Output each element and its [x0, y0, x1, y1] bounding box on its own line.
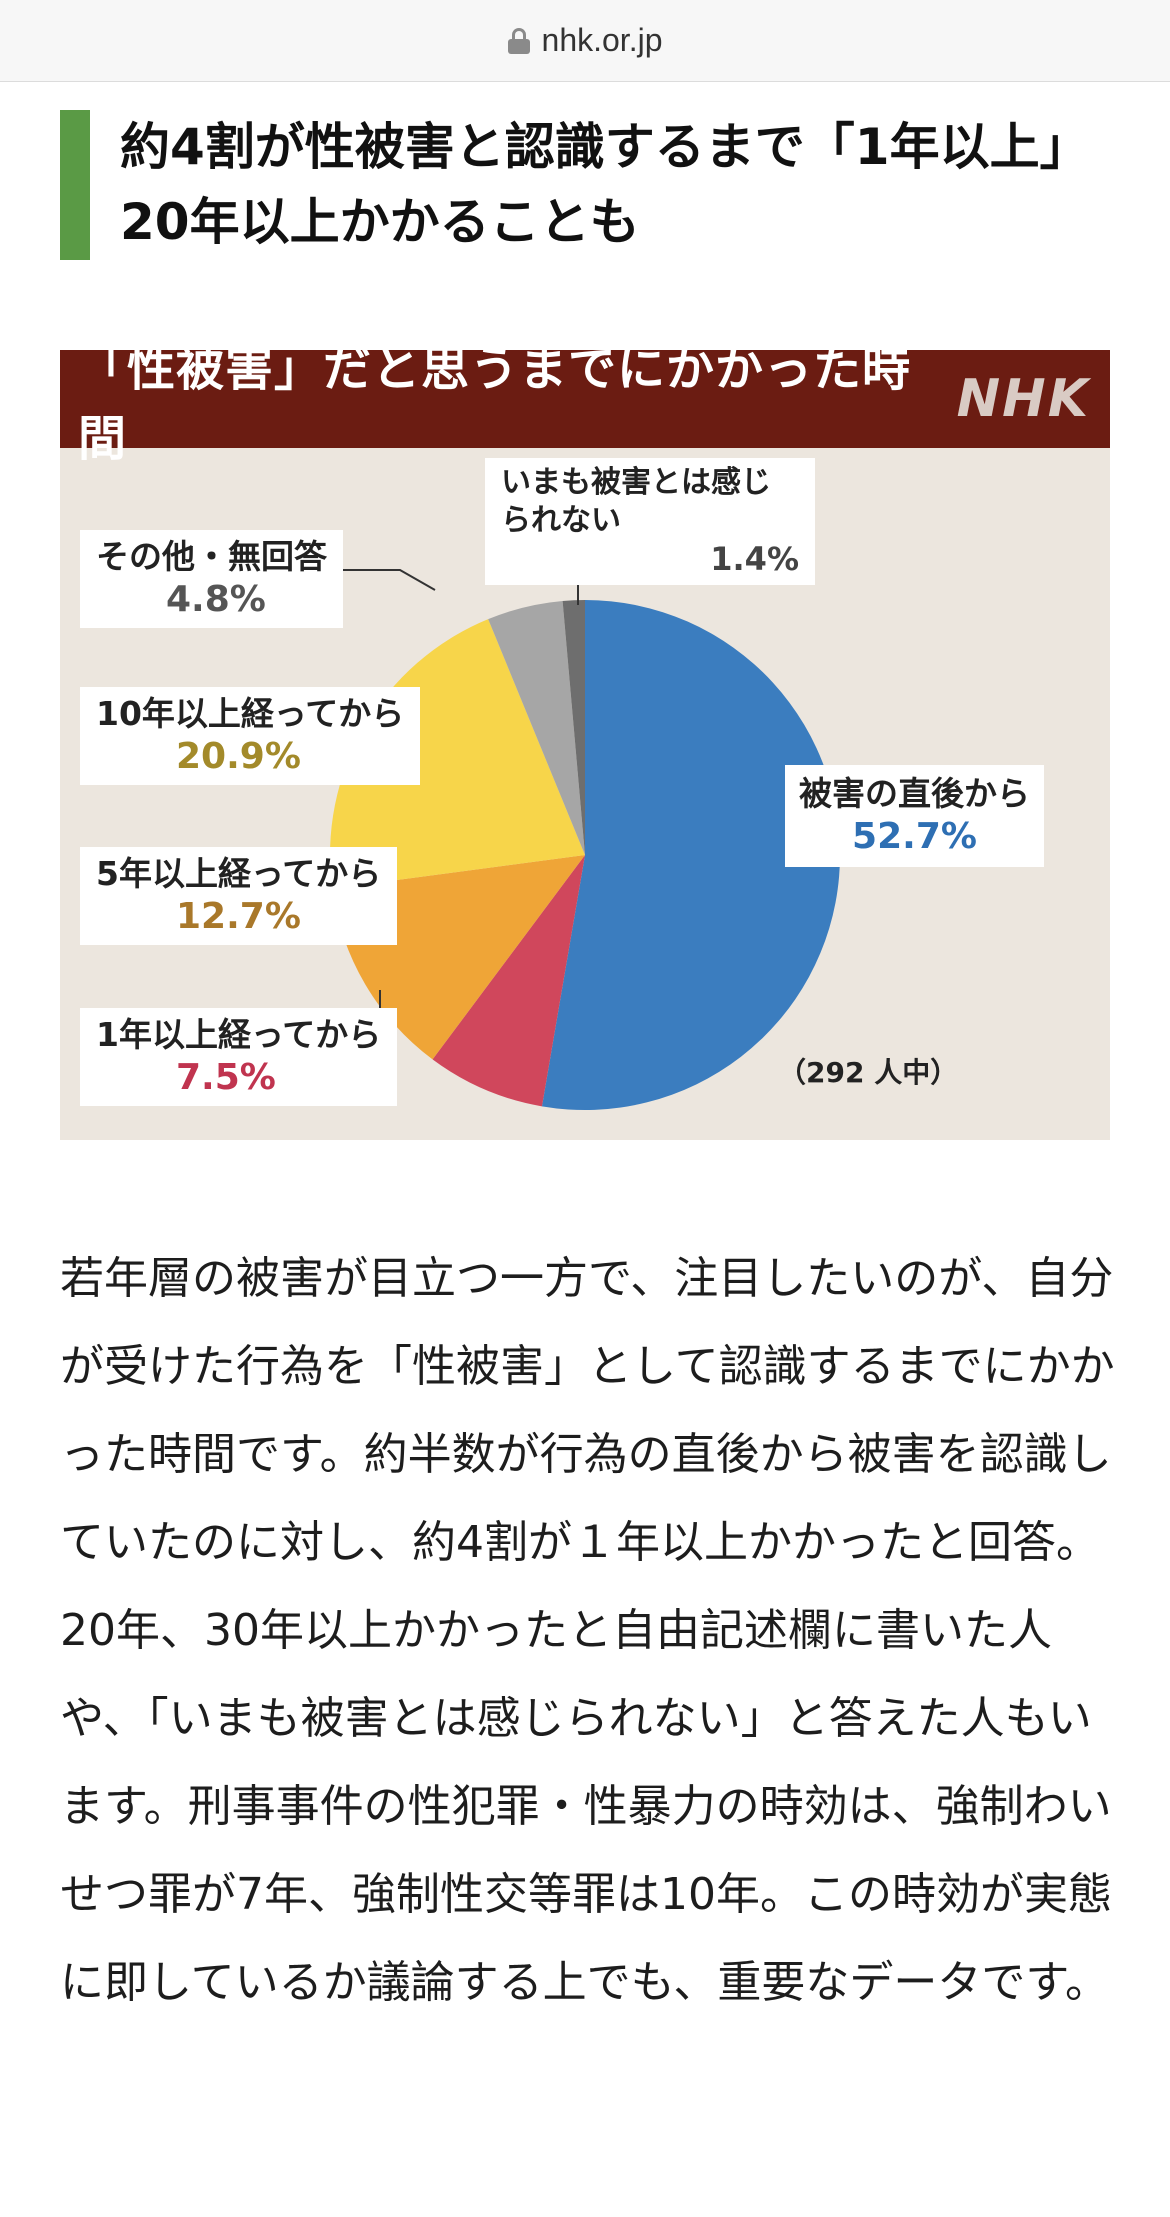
chart-title-bar: 「性被害」だと思うまでにかかった時間 NHK — [60, 341, 1110, 467]
slice-label: 5年以上経ってから — [96, 854, 382, 893]
sample-size-note: （292 人中） — [778, 1056, 959, 1089]
chart-title: 「性被害」だと思うまでにかかった時間 — [78, 341, 912, 467]
slice-percent: 7.5% — [176, 1057, 276, 1099]
label-1-year: 1年以上経ってから 7.5% — [80, 1008, 398, 1107]
browser-address-bar[interactable]: nhk.or.jp — [0, 0, 1170, 82]
slice-percent: 12.7% — [176, 896, 301, 938]
nhk-logo: NHK — [956, 369, 1090, 429]
pie-slice-3 — [330, 619, 585, 889]
article-paragraph: 若年層の被害が目立つ一方で、注目したいのが、自分が受けた行為を「性被害」として認… — [60, 1253, 1115, 2008]
label-still-not-felt: いまも被害とは感じられない 1.4% — [485, 458, 815, 585]
pie-slice-0 — [541, 600, 841, 1110]
slice-label: その他・無回答 — [96, 537, 327, 576]
url-text[interactable]: nhk.or.jp — [541, 22, 663, 58]
slice-label: いまも被害とは感じられない — [501, 465, 771, 538]
label-other: その他・無回答 4.8% — [80, 530, 343, 629]
slice-label: 10年以上経ってから — [96, 694, 405, 733]
slice-percent: 1.4% — [710, 540, 799, 578]
pie-chart — [260, 550, 841, 1110]
headline-accent-bar — [60, 110, 90, 260]
pie-slice-5 — [562, 600, 585, 855]
slice-percent: 52.7% — [852, 816, 977, 858]
article-headline: 約4割が性被害と認識するまで「1年以上」 20年以上かかることも — [120, 118, 1115, 251]
label-5-years: 5年以上経ってから 12.7% — [80, 847, 398, 946]
slice-label: 1年以上経ってから — [96, 1015, 382, 1054]
pie-slice-1 — [432, 855, 585, 1107]
label-10-years: 10年以上経ってから 20.9% — [80, 687, 421, 786]
article-body: 若年層の被害が目立つ一方で、注目したいのが、自分が受けた行為を「性被害」として認… — [60, 1235, 1120, 2027]
label-immediately: 被害の直後から 52.7% — [785, 765, 1044, 868]
slice-percent: 4.8% — [166, 579, 266, 621]
slice-percent: 20.9% — [176, 736, 301, 778]
lock-icon — [507, 27, 530, 54]
slice-label: 被害の直後から — [799, 774, 1030, 813]
pie-slice-4 — [488, 600, 585, 855]
pie-chart-figure: 「性被害」だと思うまでにかかった時間 NHK 被害の直後から 52.7% 1年以… — [60, 341, 1110, 1140]
article-headline-block: 約4割が性被害と認識するまで「1年以上」 20年以上かかることも — [60, 110, 1120, 260]
